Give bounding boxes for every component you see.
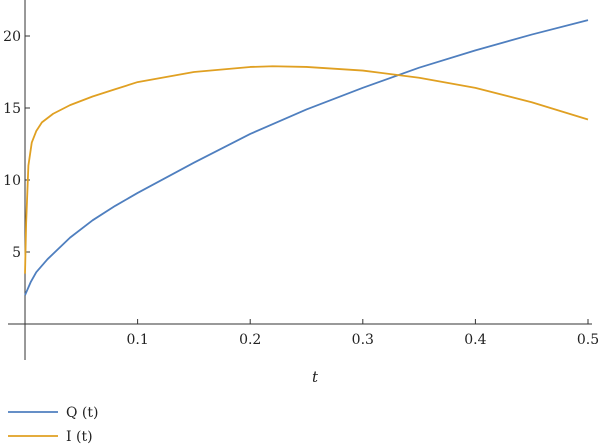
y-tick-label: 10	[3, 173, 21, 189]
y-tick-label: 20	[3, 29, 21, 45]
x-tick-label: 0.1	[126, 332, 148, 348]
x-tick-label: 0.5	[577, 332, 599, 348]
x-axis-title: t	[312, 368, 319, 386]
axes: 0.1 0.2 0.3 0.4 0.5 5 10 15 20 t	[3, 0, 599, 386]
legend: Q (t) I (t)	[8, 405, 98, 445]
legend-label-0: Q (t)	[66, 405, 98, 421]
x-tick-label: 0.4	[464, 332, 486, 348]
x-tick-label: 0.2	[239, 332, 261, 348]
y-tick-label: 15	[3, 101, 21, 117]
y-tick-label: 5	[12, 245, 21, 261]
series-line-1	[24, 65, 589, 274]
x-tick-label: 0.3	[352, 332, 374, 348]
legend-label-1: I (t)	[66, 429, 93, 445]
series-layer	[24, 19, 589, 296]
series-line-0	[24, 19, 589, 296]
